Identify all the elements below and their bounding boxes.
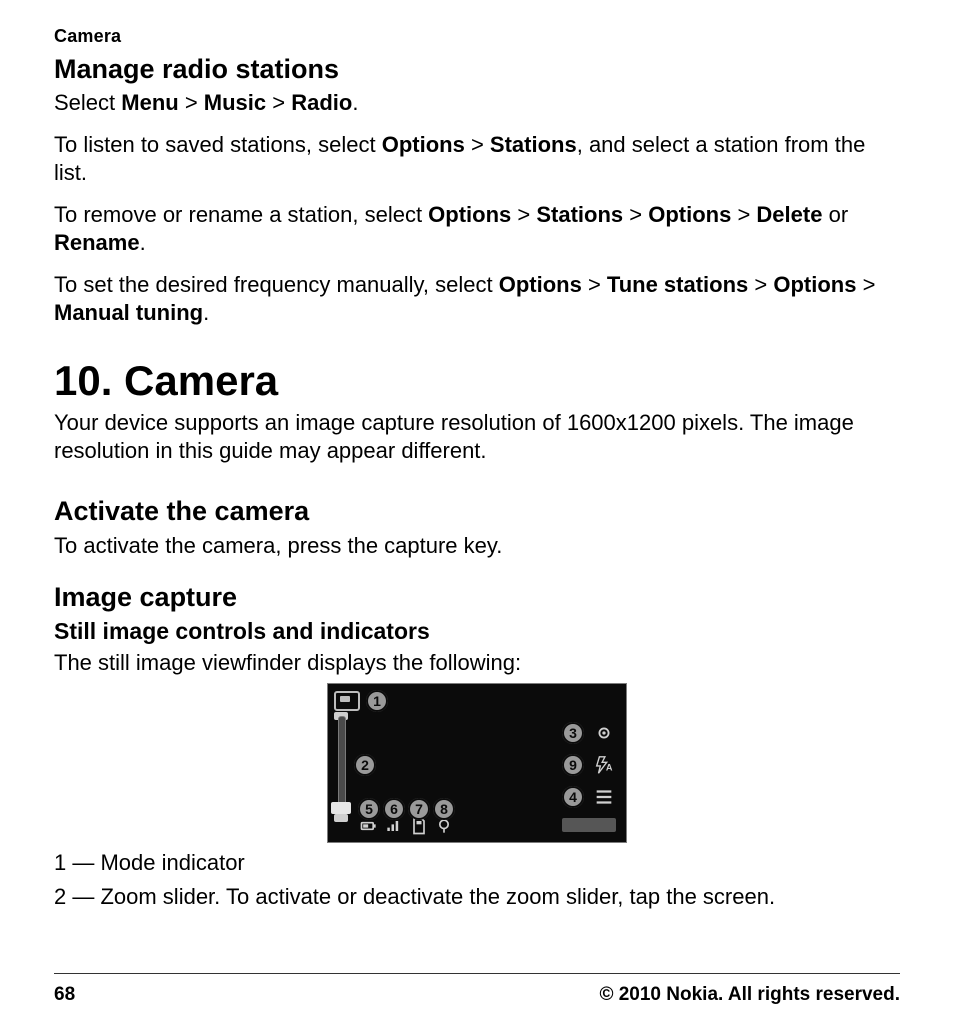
legend-item-2: 2 — Zoom slider. To activate or deactiva… — [54, 883, 900, 911]
sep: > — [748, 272, 773, 297]
battery-icon: 5 — [358, 816, 380, 836]
gps-icon: 8 — [433, 816, 455, 836]
right-row-9: 9 A — [562, 754, 616, 776]
zoom-slider-handle — [331, 802, 351, 814]
page-number: 68 — [54, 984, 75, 1006]
bold-stations: Stations — [490, 132, 577, 157]
text: To listen to saved stations, select — [54, 132, 382, 157]
para-remove-rename-station: To remove or rename a station, select Op… — [54, 201, 900, 257]
scene-mode-icon — [592, 722, 616, 744]
text: . — [352, 90, 358, 115]
camera-mode-icon — [334, 691, 360, 711]
right-row-4: 4 — [562, 786, 616, 808]
para-viewfinder-lead: The still image viewfinder displays the … — [54, 649, 900, 677]
callout-1: 1 — [366, 690, 388, 712]
manual-page: Camera Manage radio stations Select Menu… — [0, 0, 954, 1036]
bold-delete: Delete — [756, 202, 822, 227]
sep: > — [266, 90, 291, 115]
signal-icon: 6 — [383, 816, 405, 836]
bold-options: Options — [773, 272, 856, 297]
sep: > — [623, 202, 648, 227]
para-manual-tuning: To set the desired frequency manually, s… — [54, 271, 900, 327]
copyright-text: © 2010 Nokia. All rights reserved. — [599, 984, 900, 1006]
bold-options: Options — [499, 272, 582, 297]
para-camera-intro: Your device supports an image capture re… — [54, 409, 900, 465]
bold-menu: Menu — [121, 90, 178, 115]
svg-text:A: A — [606, 763, 613, 773]
callout-8: 8 — [433, 798, 455, 820]
sep: > — [856, 272, 875, 297]
text: or — [822, 202, 848, 227]
callout-4: 4 — [562, 786, 584, 808]
sep: > — [582, 272, 607, 297]
callout-7: 7 — [408, 798, 430, 820]
settings-list-icon — [592, 786, 616, 808]
sep: > — [465, 132, 490, 157]
bold-tune-stations: Tune stations — [607, 272, 748, 297]
zoom-cap-bottom — [334, 814, 348, 822]
mode-indicator-icon: 1 — [334, 690, 388, 712]
memory-icon: 7 — [408, 816, 430, 836]
viewfinder-figure: 1 2 5 6 7 — [54, 683, 900, 843]
para-activate-camera: To activate the camera, press the captur… — [54, 532, 900, 560]
callout-5: 5 — [358, 798, 380, 820]
bold-music: Music — [204, 90, 266, 115]
text: . — [140, 230, 146, 255]
bold-options: Options — [382, 132, 465, 157]
subheading-still-image-controls: Still image controls and indicators — [54, 618, 900, 646]
bold-stations: Stations — [536, 202, 623, 227]
heading-image-capture: Image capture — [54, 581, 900, 613]
bold-radio: Radio — [291, 90, 352, 115]
text: To set the desired frequency manually, s… — [54, 272, 499, 297]
right-indicator-stack: 3 9 A 4 — [562, 722, 616, 808]
flash-auto-icon: A — [592, 754, 616, 776]
page-footer: 68 © 2010 Nokia. All rights reserved. — [54, 984, 900, 1006]
legend-item-1: 1 — Mode indicator — [54, 849, 900, 877]
para-select-menu-music-radio: Select Menu > Music > Radio. — [54, 89, 900, 117]
sep: > — [179, 90, 204, 115]
viewfinder-screen: 1 2 5 6 7 — [327, 683, 627, 843]
bottom-icon-strip: 5 6 7 8 — [358, 816, 455, 836]
bold-options: Options — [648, 202, 731, 227]
para-listen-saved-stations: To listen to saved stations, select Opti… — [54, 131, 900, 187]
bold-rename: Rename — [54, 230, 140, 255]
running-header: Camera — [54, 26, 900, 47]
text: Select — [54, 90, 121, 115]
chapter-title-camera: 10. Camera — [54, 357, 900, 405]
callout-2: 2 — [354, 754, 376, 776]
shutter-bar — [562, 818, 616, 832]
callout-3: 3 — [562, 722, 584, 744]
callout-6: 6 — [383, 798, 405, 820]
heading-manage-radio-stations: Manage radio stations — [54, 53, 900, 85]
bold-options: Options — [428, 202, 511, 227]
bold-manual-tuning: Manual tuning — [54, 300, 203, 325]
text: . — [203, 300, 209, 325]
callout-9: 9 — [562, 754, 584, 776]
text: To remove or rename a station, select — [54, 202, 428, 227]
sep: > — [731, 202, 756, 227]
heading-activate-camera: Activate the camera — [54, 495, 900, 527]
right-row-3: 3 — [562, 722, 616, 744]
footer-rule — [54, 973, 900, 974]
sep: > — [511, 202, 536, 227]
